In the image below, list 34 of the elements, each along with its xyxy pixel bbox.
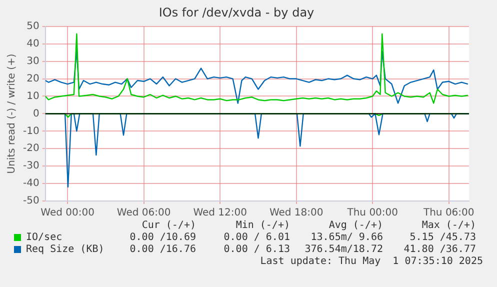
y-axis-title: Units read (-) / write (+) [6, 54, 18, 174]
y-tick-label: -30 [22, 160, 40, 172]
y-tick-label: -10 [22, 126, 40, 137]
text: 41.80 /36.77 [404, 244, 476, 255]
text: Min (-/+) [236, 220, 290, 231]
x-tick-label: Thu 06:00 [422, 208, 474, 219]
y-tick-label: -50 [22, 196, 40, 207]
text: 376.54m/18.72 [304, 244, 383, 255]
y-tick-label: 50 [26, 20, 40, 32]
y-tick-label: 30 [26, 56, 40, 67]
chart-title: IOs for /dev/xvda - by day [158, 5, 314, 20]
text: Cur (-/+) [142, 220, 196, 231]
y-tick-label: -40 [22, 178, 40, 190]
text: 0.00 /10.69 [130, 232, 196, 243]
y-tick-label: 20 [26, 73, 40, 84]
text: 0.00 / 6.13 [224, 244, 290, 255]
x-tick-label: Wed 06:00 [116, 208, 171, 219]
text: 0.00 /16.76 [130, 244, 196, 255]
legend-label: Req Size (KB) [26, 244, 104, 255]
y-tick-label: 0 [32, 108, 40, 120]
text: 0.00 / 6.01 [224, 232, 290, 243]
y-tick-label: 10 [26, 90, 40, 102]
x-tick-label: Wed 12:00 [193, 208, 247, 219]
text: Max (-/+) [422, 220, 476, 231]
legend-label: IO/sec [26, 232, 62, 243]
x-tick-label: Thu 00:00 [346, 208, 398, 219]
x-tick-label: Wed 00:00 [40, 208, 94, 219]
text: 5.15 /45.73 [410, 232, 476, 243]
y-tick-label: 40 [26, 38, 40, 50]
x-tick-label: Wed 18:00 [269, 208, 324, 219]
text: 13.65m/ 9.66 [310, 232, 383, 243]
text: Last update: Thu May 1 07:35:10 2025 [260, 256, 483, 267]
text: Avg (-/+) [328, 220, 383, 231]
y-tick-label: -20 [22, 143, 40, 154]
